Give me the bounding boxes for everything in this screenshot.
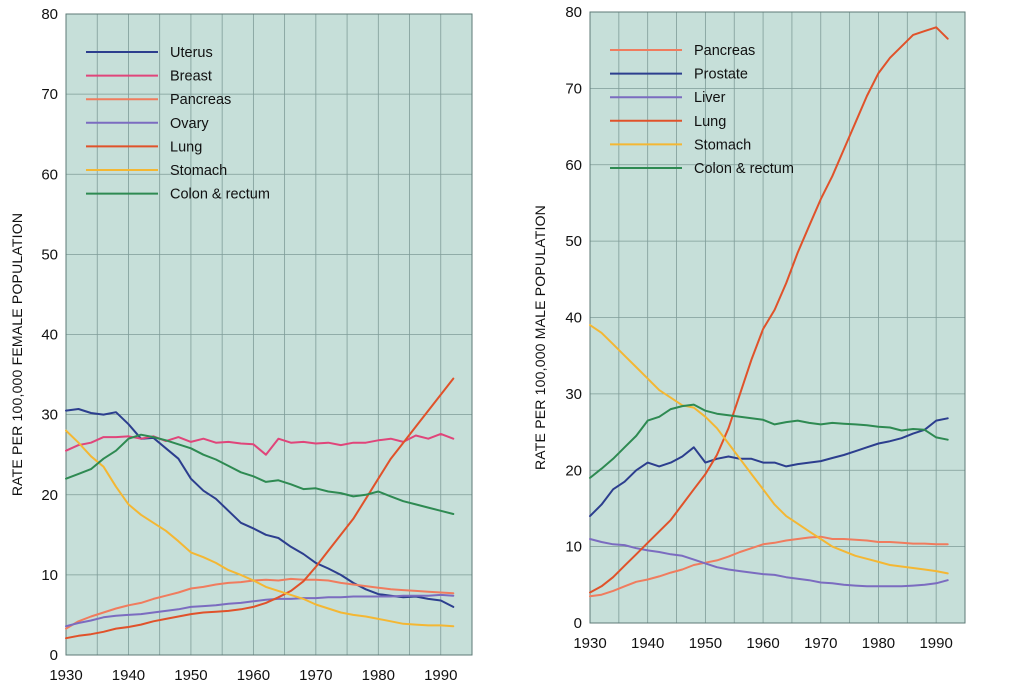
series-line-colon — [589, 403, 949, 479]
y-tick-label: 30 — [41, 407, 58, 424]
y-tick-label: 30 — [565, 386, 582, 403]
legend-label-lung: Lung — [694, 114, 726, 130]
legend-label-ovary: Ovary — [170, 116, 209, 132]
legend-label-breast: Breast — [170, 69, 212, 85]
legend-label-stomach: Stomach — [170, 163, 227, 179]
x-tick-label: 1970 — [299, 667, 332, 680]
legend-label-colon: Colon & rectum — [170, 187, 270, 203]
y-tick-label: 60 — [41, 166, 58, 183]
y-tick-label: 0 — [50, 647, 58, 664]
x-tick-label: 1960 — [237, 667, 270, 680]
series-line-lung — [589, 26, 949, 594]
x-tick-label: 1990 — [424, 667, 457, 680]
series-line-prostate — [589, 417, 949, 518]
x-tick-label: 1940 — [112, 667, 145, 680]
y-tick-label: 60 — [565, 157, 582, 174]
y-tick-label: 50 — [565, 233, 582, 250]
y-tick-label: 20 — [41, 487, 58, 504]
y-tick-label: 70 — [565, 80, 582, 97]
x-tick-label: 1950 — [174, 667, 207, 680]
legend-label-pancreas: Pancreas — [694, 43, 755, 59]
x-tick-label: 1990 — [919, 635, 952, 652]
y-tick-label: 80 — [41, 6, 58, 23]
legend-label-colon: Colon & rectum — [694, 161, 794, 177]
legend-label-uterus: Uterus — [170, 45, 213, 61]
series-line-pancreas — [65, 577, 455, 630]
legend-label-liver: Liver — [694, 90, 726, 106]
x-tick-label: 1930 — [49, 667, 82, 680]
y-tick-label: 20 — [565, 462, 582, 479]
series-line-liver — [589, 538, 949, 588]
y-tick-label: 0 — [574, 615, 582, 632]
legend-label-pancreas: Pancreas — [170, 92, 231, 108]
x-tick-label: 1940 — [631, 635, 664, 652]
y-tick-label: 40 — [565, 310, 582, 327]
y-tick-label: 50 — [41, 246, 58, 263]
x-tick-label: 1950 — [689, 635, 722, 652]
x-tick-label: 1980 — [862, 635, 895, 652]
series-line-uterus — [65, 408, 455, 608]
plot-frame — [65, 13, 473, 656]
series-line-colon — [65, 433, 455, 515]
series-line-pancreas — [589, 535, 949, 598]
y-tick-label: 70 — [41, 86, 58, 103]
y-tick-label: 10 — [565, 539, 582, 556]
x-tick-label: 1970 — [804, 635, 837, 652]
x-tick-label: 1960 — [746, 635, 779, 652]
legend-label-stomach: Stomach — [694, 137, 751, 153]
y-tick-label: 80 — [565, 4, 582, 21]
series-line-stomach — [65, 429, 455, 628]
y-tick-label: 40 — [41, 327, 58, 344]
y-axis-label: RATE PER 100,000 FEMALE POPULATION — [9, 213, 25, 496]
legend-label-lung: Lung — [170, 139, 202, 155]
x-tick-label: 1980 — [362, 667, 395, 680]
plot-frame — [589, 11, 966, 624]
x-tick-label: 1930 — [573, 635, 606, 652]
female-chart: 0 10 20 30 40 50 60 70 80 1930 1940 1950 1960 1970 198… — [9, 6, 473, 684]
series-line-lung — [65, 377, 455, 640]
series-line-breast — [65, 432, 455, 456]
male-chart: 0 10 20 30 40 50 60 70 80 1930 1940 1950 1960 1970 198… — [532, 4, 966, 652]
legend-label-prostate: Prostate — [694, 67, 748, 83]
series-line-stomach — [589, 324, 949, 575]
y-axis-label: RATE PER 100,000 MALE POPULATION — [532, 205, 548, 470]
y-tick-label: 10 — [41, 567, 58, 584]
series-line-ovary — [65, 593, 455, 628]
